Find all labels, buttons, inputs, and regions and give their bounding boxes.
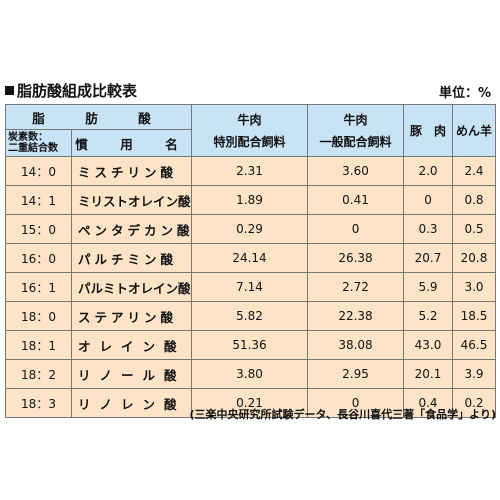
header-beef-special-line2: 特別配合飼料	[213, 134, 286, 149]
table-row: 15：0 ペンタデカン酸 0.29 0 0.3 0.5	[5, 214, 497, 244]
cell-beef-general: 0	[307, 214, 405, 244]
cell-name: リノレン酸	[70, 388, 193, 418]
cell-name: リノール酸	[70, 359, 193, 389]
cell-beef-general: 38.08	[307, 330, 405, 360]
cell-name: パルミトオレイン酸	[70, 272, 193, 302]
cell-beef-general: 0	[307, 388, 405, 418]
cell-mutton: 0.5	[452, 214, 497, 244]
cell-mutton: 20.8	[452, 243, 497, 273]
cell-mutton: 46.5	[452, 330, 497, 360]
cell-code: 18：3	[5, 388, 72, 418]
table-row: 14：1 ミリストオレイン酸 1.89 0.41 0 0.8	[5, 185, 497, 215]
cell-name: パルチミン酸	[70, 243, 193, 273]
header-fatty-acid: 脂 肪 酸	[4, 104, 193, 130]
title-bullet	[5, 86, 14, 95]
header-beef-special: 牛肉 特別配合飼料	[191, 104, 309, 157]
cell-beef-special: 3.80	[191, 359, 309, 389]
cell-beef-general: 2.95	[307, 359, 405, 389]
cell-beef-special: 0.21	[191, 388, 309, 418]
cell-mutton: 3.0	[452, 272, 497, 302]
table-title-text: 脂肪酸組成比較表	[17, 82, 138, 100]
source-note: (三楽中央研究所試験データ、長谷川喜代三著「食品学」より)	[189, 408, 496, 421]
cell-beef-general: 2.72	[307, 272, 405, 302]
header-code-line2: 二重結合数	[8, 143, 58, 154]
table-row: 18：0 ステアリン酸 5.82 22.38 5.2 18.5	[5, 301, 497, 331]
header-code: 炭素数： 二重結合数	[5, 129, 72, 157]
table-row: 18：1 オレイン酸 51.36 38.08 43.0 46.5	[5, 330, 497, 360]
header-common-name: 慣 用 名	[70, 129, 193, 157]
cell-beef-special: 2.31	[191, 156, 309, 186]
cell-mutton: 0.8	[452, 185, 497, 215]
cell-code: 16：0	[5, 243, 72, 273]
cell-mutton: 2.4	[452, 156, 497, 186]
table-row: 14：0 ミスチリン酸 2.31 3.60 2.0 2.4	[5, 156, 497, 186]
header-beef-general-line2: 一般配合飼料	[319, 134, 392, 149]
header-pork: 豚 肉	[403, 104, 454, 157]
cell-name: ペンタデカン酸	[70, 214, 193, 244]
cell-beef-special: 7.14	[191, 272, 309, 302]
cell-beef-general: 0.41	[307, 185, 405, 215]
table-title: 脂肪酸組成比較表	[5, 80, 137, 101]
header-mutton: めん羊	[452, 104, 497, 157]
cell-pork: 2.0	[403, 156, 454, 186]
cell-beef-general: 3.60	[307, 156, 405, 186]
cell-code: 15：0	[5, 214, 72, 244]
cell-name: ミスチリン酸	[70, 156, 193, 186]
cell-name: ミリストオレイン酸	[70, 185, 193, 215]
cell-pork: 20.7	[403, 243, 454, 273]
table-row: 16：1 パルミトオレイン酸 7.14 2.72 5.9 3.0	[5, 272, 497, 302]
cell-code: 18：0	[5, 301, 72, 331]
header-beef-special-line1: 牛肉	[237, 112, 262, 127]
table-row: 18：2 リノール酸 3.80 2.95 20.1 3.9	[5, 359, 497, 389]
header-code-line1: 炭素数：	[8, 132, 48, 143]
cell-name: ステアリン酸	[70, 301, 193, 331]
cell-beef-special: 1.89	[191, 185, 309, 215]
cell-mutton: 18.5	[452, 301, 497, 331]
fatty-acid-table: 脂 肪 酸 牛肉 特別配合飼料 牛肉 一般配合飼料 豚 肉 めん羊 炭素数： 二…	[4, 104, 497, 418]
header-beef-general-line1: 牛肉	[343, 112, 368, 127]
cell-pork: 0	[403, 185, 454, 215]
cell-beef-general: 26.38	[307, 243, 405, 273]
cell-pork: 43.0	[403, 330, 454, 360]
cell-code: 18：2	[5, 359, 72, 389]
table-row: 18：3 リノレン酸 0.21 0 0.4 0.2	[5, 388, 497, 418]
cell-code: 14：1	[5, 185, 72, 215]
cell-beef-special: 51.36	[191, 330, 309, 360]
cell-code: 16：1	[5, 272, 72, 302]
header-beef-general: 牛肉 一般配合飼料	[307, 104, 405, 157]
cell-beef-general: 22.38	[307, 301, 405, 331]
cell-pork: 20.1	[403, 359, 454, 389]
title-row: 脂肪酸組成比較表 単位：%	[5, 80, 495, 102]
cell-mutton: 3.9	[452, 359, 497, 389]
cell-beef-special: 5.82	[191, 301, 309, 331]
cell-code: 14：0	[5, 156, 72, 186]
cell-pork: 5.2	[403, 301, 454, 331]
cell-pork: 0.3	[403, 214, 454, 244]
cell-beef-special: 0.29	[191, 214, 309, 244]
cell-pork: 0.4	[403, 388, 454, 418]
cell-name: オレイン酸	[70, 330, 193, 360]
cell-pork: 5.9	[403, 272, 454, 302]
cell-beef-special: 24.14	[191, 243, 309, 273]
cell-code: 18：1	[5, 330, 72, 360]
table-row: 16：0 パルチミン酸 24.14 26.38 20.7 20.8	[5, 243, 497, 273]
cell-mutton: 0.2	[452, 388, 497, 418]
unit-label: 単位：%	[438, 86, 491, 101]
